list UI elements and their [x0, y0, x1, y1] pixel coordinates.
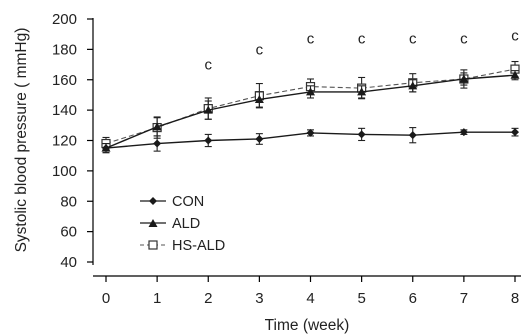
legend-marker-con	[149, 197, 157, 205]
y-tick-label-60: 60	[60, 224, 77, 241]
y-tick-label-200: 200	[52, 11, 77, 28]
x-tick-label-4: 4	[306, 290, 314, 307]
point-ald-4	[306, 87, 315, 96]
x-tick-label-8: 8	[511, 290, 519, 307]
y-tick-label-120: 120	[52, 133, 77, 150]
point-con-0	[102, 144, 110, 153]
point-con-5	[357, 130, 366, 139]
point-con-3	[255, 134, 264, 143]
legend-marker-hs-ald	[148, 240, 158, 250]
x-tick-label-1: 1	[153, 290, 161, 307]
annotation-c-5: c	[460, 31, 468, 48]
point-ald-8	[510, 70, 520, 79]
legend-label-con: CON	[172, 194, 204, 210]
y-axis-title: Systolic blood pressure ( mmHg)	[13, 28, 30, 253]
legend-marker-ald	[148, 219, 158, 227]
y-tick-label-160: 160	[52, 72, 77, 89]
legend-item-hs-ald: HS-ALD	[140, 238, 225, 254]
y-tick-label-40: 40	[60, 254, 77, 271]
x-axis-title: Time (week)	[265, 317, 350, 334]
y-tick-label-180: 180	[52, 41, 77, 58]
legend-label-hs-ald: HS-ALD	[172, 238, 225, 254]
point-ald-1	[152, 122, 162, 131]
point-con-6	[408, 131, 417, 140]
x-ticks: 0 1 2 3 4 5 6 7 8	[102, 276, 519, 307]
point-con-8	[511, 128, 519, 137]
axes	[92, 18, 521, 277]
x-tick-label-0: 0	[102, 290, 110, 307]
x-tick-label-5: 5	[357, 290, 365, 307]
point-ald-5	[357, 87, 367, 96]
x-tick-label-3: 3	[255, 290, 263, 307]
annotation-c-4: c	[409, 31, 417, 48]
x-tick-label-6: 6	[409, 290, 417, 307]
point-ald-7	[459, 74, 469, 83]
x-tick-label-2: 2	[204, 290, 212, 307]
point-ald-2	[203, 105, 213, 114]
y-ticks: 40 60 80 100 120 140 160 180 200	[52, 11, 93, 271]
annotation-c-1: c	[256, 41, 264, 58]
point-ald-6	[408, 81, 418, 90]
annotation-c-0: c	[205, 57, 213, 74]
y-tick-label-140: 140	[52, 102, 77, 119]
legend-item-ald: ALD	[140, 216, 200, 232]
series-ald	[101, 70, 520, 154]
series-con	[102, 127, 519, 154]
point-con-7	[459, 128, 468, 137]
y-tick-label-80: 80	[60, 193, 77, 210]
series-layer	[101, 60, 520, 154]
legend: CON ALD HS-ALD	[140, 194, 225, 254]
x-tick-label-7: 7	[460, 290, 468, 307]
point-con-1	[153, 139, 162, 148]
legend-item-con: CON	[140, 194, 204, 210]
annotation-c-3: c	[358, 31, 366, 48]
legend-label-ald: ALD	[172, 216, 200, 232]
point-ald-3	[254, 94, 264, 103]
annotation-layer: c c c c c c c	[205, 28, 520, 74]
point-con-2	[204, 136, 213, 145]
annotation-c-2: c	[307, 31, 315, 48]
y-tick-label-100: 100	[52, 163, 77, 180]
point-con-4	[306, 128, 315, 137]
annotation-c-6: c	[511, 28, 519, 45]
